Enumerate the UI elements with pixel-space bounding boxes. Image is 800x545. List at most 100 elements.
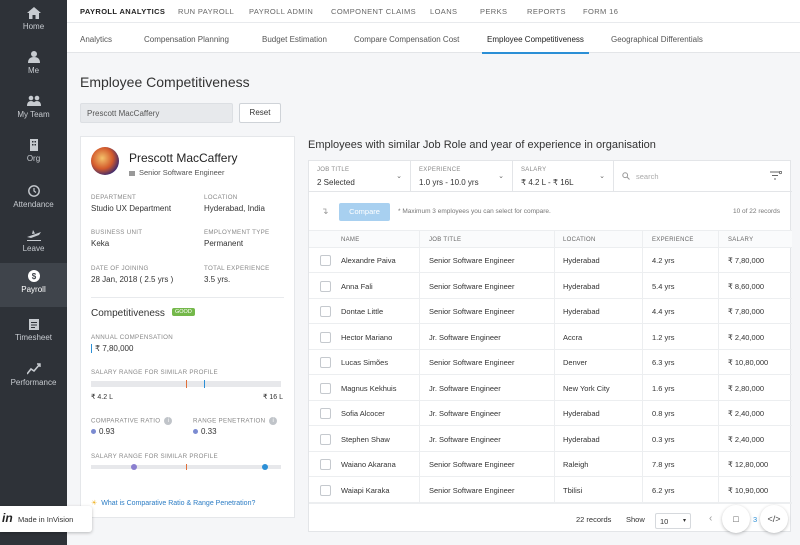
table-row[interactable]: Lucas Simões Senior Software Engineer Denv… bbox=[309, 350, 792, 375]
caret-down-icon: ▾ bbox=[682, 518, 686, 524]
top-nav-component-claims[interactable]: COMPONENT CLAIMS bbox=[331, 7, 417, 16]
team-icon bbox=[26, 95, 41, 106]
top-nav-reports[interactable]: REPORTS bbox=[527, 7, 566, 16]
column-header-experience[interactable]: EXPERIENCE bbox=[652, 237, 694, 243]
person-icon bbox=[27, 51, 40, 63]
penetration-dot bbox=[193, 429, 198, 434]
help-link-text[interactable]: What is Comparative Ratio & Range Penetr… bbox=[101, 500, 256, 507]
svg-text:$: $ bbox=[31, 272, 36, 281]
row-checkbox[interactable] bbox=[320, 408, 331, 419]
top-nav-loans[interactable]: LOANS bbox=[430, 7, 458, 16]
tab-compare-compensation-cost[interactable]: Compare Compensation Cost bbox=[354, 35, 460, 44]
experience-value: 3.5 yrs. bbox=[204, 275, 231, 284]
row-checkbox[interactable] bbox=[320, 306, 331, 317]
invision-badge[interactable]: in Made in InVision bbox=[0, 506, 92, 532]
comment-icon[interactable]: □ bbox=[722, 505, 750, 533]
reset-button[interactable]: Reset bbox=[239, 103, 281, 123]
row-checkbox[interactable] bbox=[320, 382, 331, 394]
sidebar-item-org[interactable]: Org bbox=[0, 132, 67, 176]
doj-label: DATE OF JOINING bbox=[91, 265, 149, 272]
row-checkbox[interactable] bbox=[320, 331, 331, 343]
table-row[interactable]: Stephen Shaw Jr. Software Engineer Hyderab… bbox=[309, 427, 792, 452]
info-icon[interactable]: i bbox=[269, 417, 278, 425]
row-salary: ₹ 7,80,000 bbox=[728, 256, 765, 265]
sidebar-item-payroll[interactable]: $ Payroll bbox=[0, 263, 67, 307]
help-link[interactable]: ☀ What is Comparative Ratio & Range Penet… bbox=[91, 499, 255, 507]
comparative-ratio-label-text: COMPARATIVE RATIO bbox=[91, 417, 161, 425]
column-header-job-title[interactable]: JOB TITLE bbox=[429, 237, 462, 243]
row-job-title: Jr. Software Engineer bbox=[429, 409, 501, 418]
top-nav-payroll-analytics[interactable]: PAYROLL ANALYTICS bbox=[80, 7, 166, 16]
invision-logo-icon: in bbox=[2, 511, 13, 525]
search-icon bbox=[622, 172, 630, 180]
table-row[interactable]: Alexandre Paiva Senior Software Engineer H… bbox=[309, 248, 792, 273]
sidebar-item-performance[interactable]: Performance bbox=[0, 356, 67, 400]
column-divider bbox=[554, 230, 555, 503]
active-tab-underline bbox=[482, 52, 589, 54]
column-header-salary[interactable]: SALARY bbox=[728, 237, 754, 243]
row-salary: ₹ 2,80,000 bbox=[728, 383, 765, 393]
sidebar-item-my-team[interactable]: My Team bbox=[0, 88, 67, 132]
filter-icon[interactable] bbox=[770, 171, 782, 181]
current-page[interactable]: 3 bbox=[753, 515, 758, 524]
table-row[interactable]: Anna Fali Senior Software Engineer Hyderab… bbox=[309, 274, 792, 299]
sidebar-item-timesheet[interactable]: Timesheet bbox=[0, 311, 67, 355]
row-checkbox[interactable] bbox=[320, 433, 331, 445]
tab-employee-competitiveness[interactable]: Employee Competitiveness bbox=[487, 35, 584, 44]
table-row[interactable]: Magnus Kekhuis Jr. Software Engineer New Y… bbox=[309, 376, 792, 401]
top-nav-perks[interactable]: PERKS bbox=[480, 7, 508, 16]
row-salary: ₹ 10,80,000 bbox=[728, 358, 769, 367]
info-icon[interactable]: i bbox=[164, 417, 173, 425]
column-divider bbox=[642, 230, 643, 503]
table-row[interactable]: Waiapi Karaka Senior Software Engineer Tbi… bbox=[309, 478, 792, 503]
tab-compensation-planning[interactable]: Compensation Planning bbox=[144, 35, 229, 44]
salary-filter[interactable]: SALARY ₹ 4.2 L - ₹ 16L ⌄ bbox=[513, 161, 614, 191]
column-header-location[interactable]: LOCATION bbox=[563, 237, 596, 243]
column-header-name[interactable]: NAME bbox=[341, 237, 360, 243]
table-row[interactable]: Sofia Alcocer Jr. Software Engineer Hydera… bbox=[309, 401, 792, 426]
employee-salary-marker bbox=[204, 380, 205, 388]
row-checkbox[interactable] bbox=[320, 357, 331, 368]
org-icon bbox=[29, 139, 38, 151]
tab-analytics[interactable]: Analytics bbox=[80, 35, 113, 44]
row-name: Hector Mariano bbox=[341, 332, 393, 342]
ratio-dot bbox=[91, 429, 96, 434]
sidebar-item-label: Org bbox=[26, 154, 41, 163]
row-experience: 4.2 yrs bbox=[652, 256, 675, 265]
top-nav-run-payroll[interactable]: RUN PAYROLL bbox=[178, 7, 235, 16]
sidebar-item-leave[interactable]: Leave bbox=[0, 222, 67, 266]
row-experience: 0.8 yrs bbox=[652, 409, 675, 418]
table-row[interactable]: Dontae Little Senior Software Engineer Hyd… bbox=[309, 299, 792, 324]
clipboard-icon bbox=[28, 319, 39, 330]
sidebar-item-me[interactable]: Me bbox=[0, 44, 67, 88]
tab-geographical-differentials[interactable]: Geographical Differentials bbox=[611, 35, 703, 44]
row-experience: 4.4 yrs bbox=[652, 307, 675, 316]
prev-page-icon[interactable]: ‹ bbox=[709, 513, 713, 524]
code-icon[interactable]: </> bbox=[760, 505, 788, 533]
range-min: ₹ 4.2 L bbox=[91, 394, 113, 401]
filter-value: 2 Selected bbox=[317, 178, 355, 187]
row-salary: ₹ 2,40,000 bbox=[728, 434, 765, 444]
top-nav-form-16[interactable]: FORM 16 bbox=[583, 7, 619, 16]
sidebar-item-attendance[interactable]: Attendance bbox=[0, 178, 67, 222]
sort-icon[interactable]: ↴ bbox=[321, 206, 329, 216]
job-title-filter[interactable]: JOB TITLE 2 Selected ⌄ bbox=[309, 161, 411, 191]
experience-filter[interactable]: EXPERIENCE 1.0 yrs - 10.0 yrs ⌄ bbox=[411, 161, 513, 191]
sidebar-item-label: Home bbox=[22, 22, 45, 31]
search-input[interactable]: search bbox=[636, 172, 659, 181]
sidebar-item-home[interactable]: Home bbox=[0, 0, 67, 44]
top-nav-payroll-admin[interactable]: PAYROLL ADMIN bbox=[249, 7, 314, 16]
chevron-down-icon: ⌄ bbox=[396, 173, 402, 180]
row-job-title: Senior Software Engineer bbox=[429, 358, 515, 367]
tab-budget-estimation[interactable]: Budget Estimation bbox=[262, 35, 327, 44]
row-job-title: Jr. Software Engineer bbox=[429, 434, 501, 444]
row-checkbox[interactable] bbox=[320, 459, 331, 470]
table-row[interactable]: Hector Mariano Jr. Software Engineer Accra… bbox=[309, 325, 792, 350]
employee-search-input[interactable]: Prescott MacCaffery bbox=[80, 103, 233, 123]
row-checkbox[interactable] bbox=[320, 255, 331, 266]
row-checkbox[interactable] bbox=[320, 280, 331, 292]
compare-button[interactable]: Compare bbox=[339, 203, 390, 221]
page-size-select[interactable]: 10 ▾ bbox=[655, 513, 691, 529]
row-checkbox[interactable] bbox=[320, 484, 331, 496]
table-row[interactable]: Waiano Akarana Senior Software Engineer Ra… bbox=[309, 452, 792, 477]
